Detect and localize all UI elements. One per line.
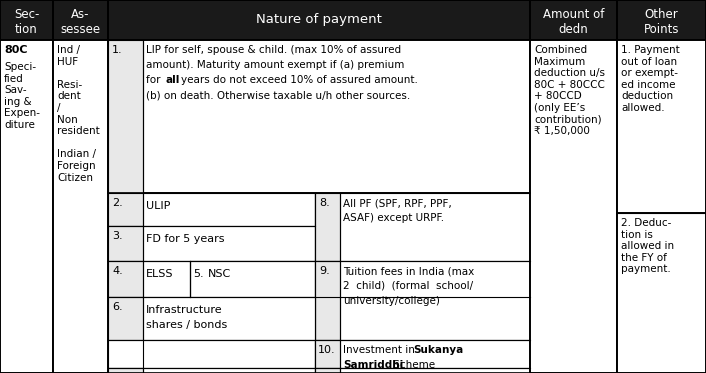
Text: (b) on death. Otherwise taxable u/h other sources.: (b) on death. Otherwise taxable u/h othe…	[146, 90, 410, 100]
Bar	[108, 226, 143, 261]
Text: 6.: 6.	[112, 302, 123, 312]
Bar	[108, 226, 315, 261]
Bar	[108, 193, 315, 226]
Text: 2  child)  (formal  school/: 2 child) (formal school/	[343, 281, 473, 291]
Text: all: all	[166, 75, 180, 85]
Bar	[315, 261, 530, 340]
Bar	[617, 0, 706, 40]
Bar	[315, 193, 530, 261]
Bar	[108, 340, 315, 368]
Text: Sukanya: Sukanya	[413, 345, 463, 355]
Bar	[108, 0, 530, 40]
Text: Investment in: Investment in	[343, 345, 418, 355]
Bar	[53, 40, 108, 373]
Text: amount). Maturity amount exempt if (a) premium: amount). Maturity amount exempt if (a) p…	[146, 60, 405, 70]
Text: Tuition fees in India (max: Tuition fees in India (max	[343, 266, 474, 276]
Text: Speci-
fied
Sav-
ing &
Expen-
diture: Speci- fied Sav- ing & Expen- diture	[4, 62, 40, 130]
Text: Sec-
tion: Sec- tion	[14, 8, 40, 36]
Text: years do not exceed 10% of assured amount.: years do not exceed 10% of assured amoun…	[181, 75, 418, 85]
Bar	[315, 193, 340, 261]
Text: Ind /
HUF

Resi-
dent
/
Non
resident

Indian /
Foreign
Citizen: Ind / HUF Resi- dent / Non resident Indi…	[57, 45, 100, 183]
Bar	[108, 297, 143, 340]
Bar	[108, 261, 143, 297]
Text: 4.: 4.	[112, 266, 123, 276]
Text: All PF (SPF, RPF, PPF,: All PF (SPF, RPF, PPF,	[343, 198, 452, 208]
Text: 2.: 2.	[112, 198, 123, 208]
Bar	[190, 261, 315, 297]
Text: Other
Points: Other Points	[644, 8, 679, 36]
Text: Amount of
dedn: Amount of dedn	[543, 8, 604, 36]
Bar	[108, 368, 143, 373]
Text: 9.: 9.	[319, 266, 330, 276]
Text: FD for 5 years: FD for 5 years	[146, 234, 225, 244]
Bar	[108, 193, 143, 226]
Bar	[530, 40, 617, 373]
Text: NSC: NSC	[208, 269, 232, 279]
Text: ELSS: ELSS	[146, 269, 174, 279]
Text: ASAF) except URPF.: ASAF) except URPF.	[343, 213, 444, 223]
Bar	[617, 40, 706, 213]
Bar	[617, 213, 706, 373]
Text: 3.: 3.	[112, 231, 123, 241]
Text: Combined
Maximum
deduction u/s
80C + 80CCC
+ 80CCD
(only EE’s
contribution)
₹ 1,: Combined Maximum deduction u/s 80C + 80C…	[534, 45, 605, 136]
Text: Nature of payment: Nature of payment	[256, 13, 382, 26]
Bar	[108, 297, 315, 340]
Text: 5.: 5.	[193, 269, 203, 279]
Bar	[0, 40, 53, 373]
Text: 80C: 80C	[4, 45, 28, 55]
Bar	[53, 0, 108, 40]
Text: shares / bonds: shares / bonds	[146, 320, 227, 330]
Bar	[108, 40, 143, 193]
Text: 1. Payment
out of loan
or exempt-
ed income
deduction
allowed.: 1. Payment out of loan or exempt- ed inc…	[621, 45, 680, 113]
Bar	[315, 368, 340, 373]
Bar	[0, 0, 53, 40]
Text: LIP for self, spouse & child. (max 10% of assured: LIP for self, spouse & child. (max 10% o…	[146, 45, 401, 55]
Bar	[315, 261, 340, 340]
Text: 2. Deduc-
tion is
allowed in
the FY of
payment.: 2. Deduc- tion is allowed in the FY of p…	[621, 218, 674, 275]
Text: 8.: 8.	[319, 198, 330, 208]
Bar	[108, 40, 530, 193]
Bar	[108, 261, 315, 297]
Text: university/college): university/college)	[343, 296, 440, 306]
Text: ULIP: ULIP	[146, 201, 170, 211]
Text: As-
sessee: As- sessee	[61, 8, 100, 36]
Text: Samriddhi: Samriddhi	[343, 360, 403, 370]
Text: 10.: 10.	[318, 345, 335, 355]
Bar	[530, 0, 617, 40]
Text: 1.: 1.	[112, 45, 123, 55]
Bar	[315, 340, 340, 368]
Bar	[315, 340, 530, 368]
Bar	[315, 368, 530, 373]
Bar	[108, 368, 315, 373]
Text: Infrastructure: Infrastructure	[146, 305, 222, 315]
Text: for: for	[146, 75, 164, 85]
Text: Scheme: Scheme	[390, 360, 435, 370]
